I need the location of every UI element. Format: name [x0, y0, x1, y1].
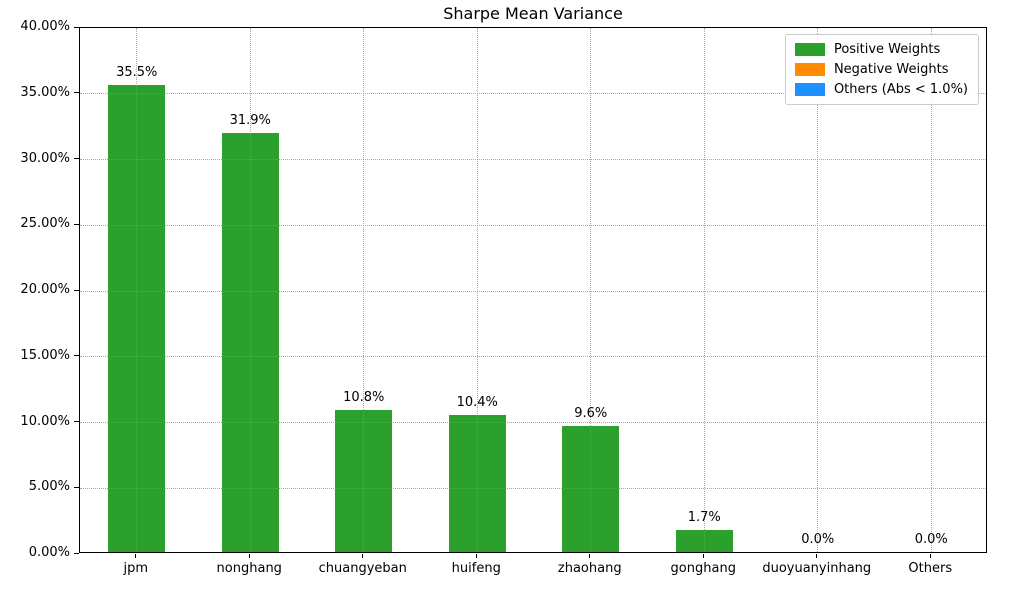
y-axis-tick: [74, 552, 79, 554]
x-tick-label: Others: [908, 561, 953, 576]
gridline-vertical: [930, 28, 932, 552]
y-tick-label: 10.00%: [20, 413, 70, 429]
x-axis-tick: [362, 554, 364, 558]
x-tick-label: duoyuanyinhang: [762, 561, 872, 576]
bar-value-label: 0.0%: [801, 532, 835, 547]
bar-value-label: 0.0%: [914, 532, 948, 547]
y-tick-label: 15.00%: [20, 347, 70, 363]
plot-area: Positive Weights Negative Weights Others (…: [79, 27, 987, 553]
legend-item: Negative Weights: [794, 62, 968, 77]
gridline-horizontal: [80, 487, 986, 489]
gridline-horizontal: [80, 224, 986, 226]
legend-item: Others (Abs < 1.0%): [794, 82, 968, 97]
bar-value-label: 1.7%: [687, 509, 721, 525]
legend-swatch-icon: [794, 83, 825, 96]
gridline-horizontal: [80, 356, 986, 358]
y-tick-label: 35.00%: [20, 84, 70, 100]
x-axis-tick: [135, 554, 137, 558]
bar-value-label: 10.8%: [343, 389, 385, 405]
x-tick-label: zhaohang: [557, 561, 622, 576]
y-tick-label: 30.00%: [20, 150, 70, 166]
y-axis-tick: [74, 289, 79, 291]
gridline-vertical: [703, 28, 705, 552]
gridline-vertical: [590, 28, 592, 552]
gridline-vertical: [476, 28, 478, 552]
legend-item: Positive Weights: [794, 42, 968, 57]
bar-value-label: 31.9%: [229, 112, 271, 128]
gridline-vertical: [363, 28, 365, 552]
y-tick-label: 20.00%: [20, 282, 70, 297]
bar-value-label: 10.4%: [456, 395, 498, 411]
x-tick-label: huifeng: [451, 561, 501, 576]
x-axis-tick: [475, 554, 477, 558]
gridline-horizontal: [80, 422, 986, 423]
legend-item-label: Positive Weights: [833, 42, 941, 57]
y-tick-label: 0.00%: [28, 545, 70, 560]
y-tick-label: 5.00%: [28, 479, 70, 495]
x-tick-label: chuangyeban: [318, 561, 407, 576]
chart-title: Sharpe Mean Variance: [443, 4, 623, 23]
bar-value-label: 35.5%: [116, 65, 158, 81]
y-tick-label: 40.00%: [20, 19, 70, 34]
x-tick-label: jpm: [123, 561, 149, 576]
gridline-horizontal: [80, 93, 986, 95]
x-tick-label: gonghang: [670, 561, 736, 576]
y-axis-tick: [74, 355, 79, 357]
x-axis-tick: [816, 554, 818, 558]
legend-item-label: Others (Abs < 1.0%): [833, 82, 968, 97]
y-axis-tick: [74, 421, 79, 422]
x-axis-tick: [589, 554, 591, 558]
gridline-horizontal: [80, 290, 986, 292]
legend-item-label: Negative Weights: [833, 62, 949, 77]
gridline-vertical: [136, 28, 138, 552]
x-axis-tick: [248, 554, 250, 558]
gridline-vertical: [249, 28, 251, 552]
x-axis-tick: [702, 554, 704, 558]
x-tick-label: nonghang: [216, 561, 282, 576]
y-axis-tick: [74, 158, 79, 159]
gridline-vertical: [817, 28, 819, 552]
bar-value-label: 9.6%: [574, 405, 608, 421]
gridline-horizontal: [80, 159, 986, 160]
y-tick-label: 25.00%: [20, 216, 70, 232]
legend-swatch-icon: [794, 43, 825, 56]
y-axis-tick: [74, 26, 79, 28]
legend-swatch-icon: [794, 63, 825, 76]
x-axis-tick: [929, 554, 931, 558]
y-axis-tick: [74, 486, 79, 488]
chart-legend: Positive Weights Negative Weights Others (…: [784, 34, 979, 105]
y-axis-tick: [74, 92, 79, 94]
y-axis-tick: [74, 223, 79, 225]
